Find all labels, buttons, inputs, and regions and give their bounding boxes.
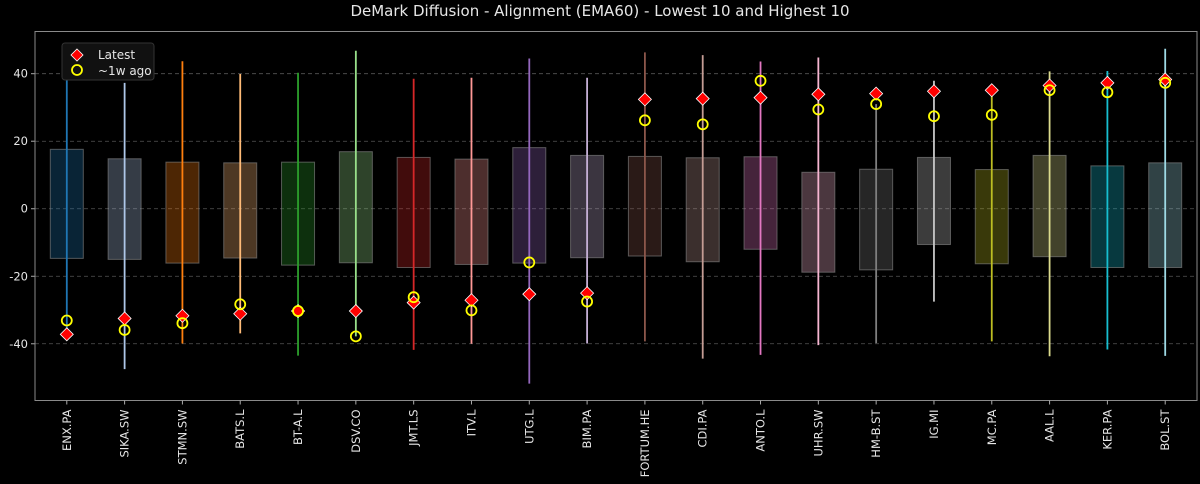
latest-marker — [869, 86, 884, 101]
1w-ago-marker — [118, 324, 131, 336]
category-bats-l — [223, 74, 258, 334]
x-tick-label: IG.MI — [927, 410, 941, 439]
category-bt-a-l — [281, 72, 316, 356]
latest-marker — [175, 308, 190, 323]
1w-ago-marker — [870, 98, 883, 110]
category-cdi-pa — [685, 55, 720, 359]
latest-marker — [522, 287, 537, 302]
1w-ago-marker — [754, 74, 767, 87]
x-tick-label: AAL.L — [1043, 409, 1057, 442]
1w-ago-marker — [465, 304, 478, 317]
latest-marker — [926, 84, 942, 99]
x-tick-label: STMN.SW — [175, 410, 189, 465]
legend-1w-ago-marker — [71, 64, 83, 76]
category-utg-l — [512, 58, 547, 384]
category-enx-pa — [49, 56, 84, 342]
latest-marker — [1158, 72, 1173, 87]
1w-ago-marker — [523, 256, 536, 269]
category-ig-mi — [916, 80, 951, 302]
legend-latest-marker — [70, 48, 84, 62]
x-tick-label: CDI.PA — [696, 409, 710, 447]
legend-latest-label: Latest — [98, 48, 135, 62]
x-tick-label: UTG.L — [522, 409, 536, 444]
latest-marker — [637, 92, 652, 107]
category-aal-l — [1032, 71, 1067, 357]
category-sika-sw — [107, 82, 142, 370]
1w-ago-marker — [812, 103, 825, 116]
1w-ago-marker — [292, 305, 304, 317]
1w-ago-marker — [928, 110, 940, 123]
y-tick-label: 40 — [13, 67, 28, 81]
latest-marker — [464, 293, 479, 308]
x-tick-label: ANTO.L — [754, 409, 768, 452]
x-tick-label: BOL.ST — [1158, 409, 1172, 451]
latest-marker — [695, 91, 710, 106]
latest-marker — [580, 286, 595, 301]
latest-marker — [984, 83, 999, 98]
category-uhr-sw — [801, 57, 836, 346]
y-tick-label: 20 — [13, 134, 28, 148]
y-axis: -40 -20 0 20 40 — [9, 67, 35, 351]
x-tick-label: BT-A.L — [291, 409, 305, 445]
x-tick-label: ITV.L — [464, 409, 478, 436]
chart-title: DeMark Diffusion - Alignment (EMA60) - L… — [350, 2, 849, 20]
category-jmt-ls — [396, 78, 431, 350]
x-tick-label: MC.PA — [985, 409, 999, 445]
1w-ago-marker — [1101, 86, 1114, 99]
category-hm-b-st — [859, 86, 894, 344]
category-mc-pa — [974, 83, 1009, 342]
latest-marker — [59, 327, 74, 342]
y-tick-label: 0 — [21, 202, 28, 216]
category-bim-pa — [570, 77, 605, 344]
latest-marker — [117, 311, 132, 326]
x-tick-label: BIM.PA — [580, 409, 594, 448]
legend: Latest ~1w ago — [61, 42, 155, 81]
latest-marker — [753, 90, 768, 105]
latest-marker — [348, 303, 363, 319]
x-tick-label: UHR.SW — [811, 410, 825, 457]
latest-marker — [233, 306, 248, 321]
x-tick-label: BATS.L — [233, 409, 247, 449]
category-ker-pa — [1090, 70, 1125, 350]
x-tick-label: SIKA.SW — [118, 410, 132, 458]
x-axis: ENX.PA SIKA.SW STMN.SW BATS.L BT-A.L DSV.CO JM… — [60, 400, 1172, 478]
x-tick-label: ENX.PA — [60, 409, 74, 451]
category-dsv-co — [338, 50, 373, 343]
plot-frame — [34, 31, 1198, 401]
category-itv-l — [454, 77, 489, 344]
x-tick-label: HM-B.ST — [869, 409, 883, 458]
category-stmn-sw — [165, 61, 200, 344]
plot-marks — [49, 48, 1183, 384]
1w-ago-marker — [60, 314, 73, 327]
y-tick-label: -20 — [9, 269, 28, 283]
category-bol-st — [1148, 48, 1183, 356]
latest-marker — [811, 87, 826, 102]
x-tick-label: DSV.CO — [349, 410, 363, 453]
category-fortum-he — [627, 52, 662, 342]
category-anto-l — [743, 61, 778, 355]
x-tick-label: FORTUM.HE — [638, 410, 652, 478]
1w-ago-marker — [1043, 84, 1056, 97]
legend-1w-ago-label: ~1w ago — [98, 64, 152, 78]
1w-ago-marker — [1159, 76, 1172, 89]
x-tick-label: KER.PA — [1100, 409, 1114, 449]
1w-ago-marker — [407, 291, 420, 304]
1w-ago-marker — [696, 118, 709, 131]
latest-marker — [1100, 75, 1115, 90]
legend-box — [61, 42, 155, 81]
1w-ago-marker — [639, 114, 651, 127]
1w-ago-marker — [985, 108, 998, 121]
x-tick-label: JMT.LS — [407, 410, 421, 447]
y-tick-label: -40 — [9, 337, 28, 351]
1w-ago-marker — [349, 330, 362, 343]
1w-ago-marker — [581, 295, 593, 308]
1w-ago-marker — [234, 298, 247, 311]
grid — [35, 73, 1197, 345]
1w-ago-marker — [176, 317, 189, 330]
